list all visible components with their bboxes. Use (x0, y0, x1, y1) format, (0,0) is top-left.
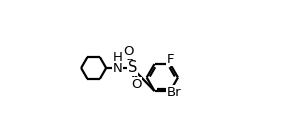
Text: O: O (131, 78, 142, 91)
Text: F: F (166, 53, 174, 66)
Text: Br: Br (167, 86, 182, 99)
Text: N: N (112, 61, 122, 75)
Text: O: O (123, 45, 133, 58)
Text: H: H (112, 51, 122, 64)
Text: S: S (128, 61, 137, 75)
